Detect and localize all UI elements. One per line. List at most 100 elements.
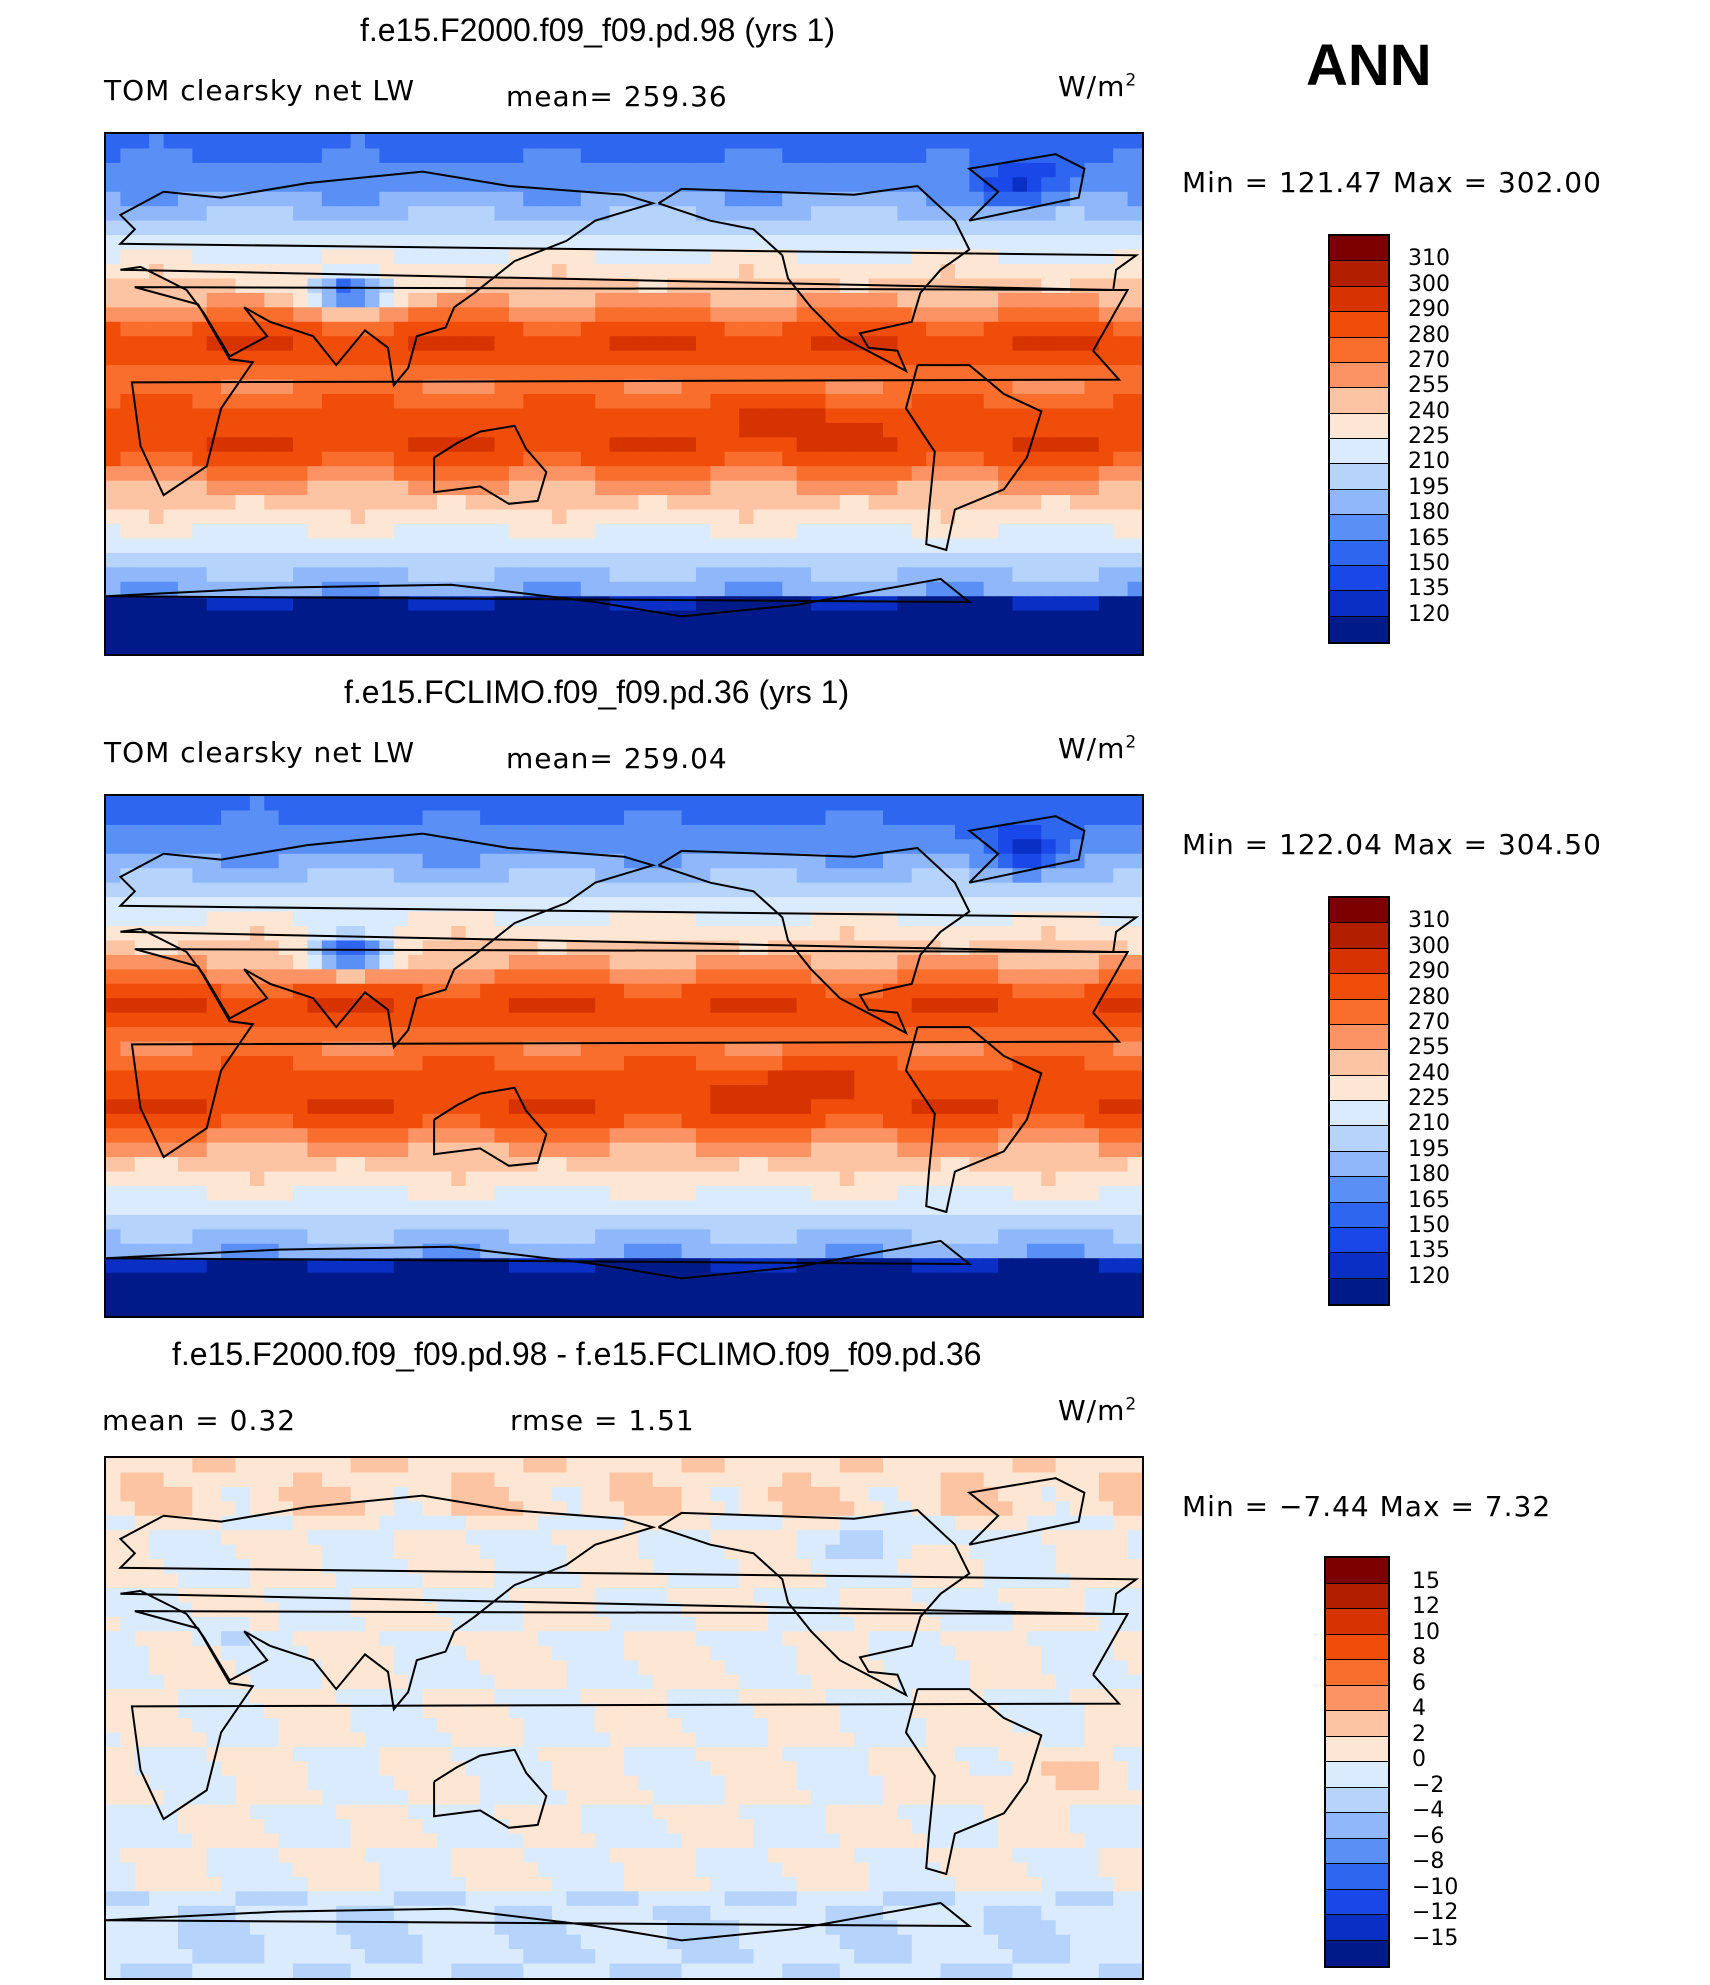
map-cell xyxy=(983,998,999,1014)
map-cell xyxy=(408,853,424,869)
map-cell xyxy=(523,1186,539,1202)
map-cell xyxy=(782,148,798,164)
map-cell xyxy=(983,1128,999,1144)
map-cell xyxy=(739,581,755,597)
map-cell xyxy=(969,1171,985,1187)
map-cell xyxy=(235,1186,251,1202)
map-cell xyxy=(379,897,395,913)
map-cell xyxy=(120,1070,136,1086)
map-cell xyxy=(365,524,380,540)
map-cell xyxy=(753,796,769,812)
map-cell xyxy=(926,610,942,626)
map-cell xyxy=(537,1186,553,1202)
map-cell xyxy=(206,853,222,869)
map-cell xyxy=(393,625,409,641)
map-cell xyxy=(753,495,769,511)
map-cell xyxy=(408,162,424,178)
map-cell xyxy=(638,1041,654,1057)
map-cell xyxy=(624,220,639,236)
map-cell xyxy=(911,824,927,840)
map-cell xyxy=(739,538,755,554)
map-cell xyxy=(1113,148,1129,164)
map-cell xyxy=(177,1200,193,1216)
map-cell xyxy=(595,940,611,956)
map-cell xyxy=(854,350,870,366)
map-cell xyxy=(480,134,496,150)
map-cell xyxy=(1084,365,1100,381)
map-cell xyxy=(868,1027,884,1043)
map-cell xyxy=(710,437,726,453)
map-cell xyxy=(940,336,956,352)
map-cell xyxy=(926,336,942,352)
map-cell xyxy=(235,524,251,540)
map-cell xyxy=(566,1214,582,1230)
map-cell xyxy=(1055,1142,1071,1158)
map-cell xyxy=(1012,509,1028,525)
map-cell xyxy=(537,998,553,1014)
map-cell xyxy=(537,1142,553,1158)
map-cell xyxy=(580,1099,596,1115)
map-cell xyxy=(206,839,222,855)
map-cell xyxy=(537,897,553,913)
map-cell xyxy=(1113,1229,1129,1245)
map-cell xyxy=(465,581,481,597)
map-cell xyxy=(321,940,337,956)
map-cell xyxy=(120,249,136,265)
map-cell xyxy=(911,379,927,395)
map-cell xyxy=(393,191,409,207)
map-cell xyxy=(825,1027,841,1043)
map-cell xyxy=(422,1258,438,1274)
map-cell xyxy=(998,292,1014,308)
map-cell xyxy=(494,824,510,840)
map-cell xyxy=(911,596,927,612)
map-cell xyxy=(695,134,711,150)
map-cell xyxy=(681,134,697,150)
map-cell xyxy=(278,292,294,308)
map-cell xyxy=(796,466,812,482)
map-cell xyxy=(811,796,827,812)
map-cell xyxy=(264,1027,280,1043)
map-cell xyxy=(940,897,956,913)
map-cell xyxy=(854,264,870,280)
map-cell xyxy=(710,983,726,999)
map-cell xyxy=(1113,408,1129,424)
map-cell xyxy=(753,1056,769,1072)
map-cell xyxy=(969,307,985,323)
map-cell xyxy=(379,1099,395,1115)
map-cell xyxy=(695,897,711,913)
map-cell xyxy=(983,625,999,641)
map-cell xyxy=(854,1157,870,1173)
map-cell xyxy=(624,1186,639,1202)
map-cell xyxy=(494,480,510,496)
map-cell xyxy=(106,264,121,280)
map-cell xyxy=(365,1113,380,1129)
map-cell xyxy=(739,853,755,869)
map-cell xyxy=(307,868,323,884)
map-cell xyxy=(695,954,711,970)
map-cell xyxy=(739,495,755,511)
map-cell xyxy=(767,220,783,236)
map-cell xyxy=(839,1157,855,1173)
map-cell xyxy=(969,480,985,496)
map-cell xyxy=(609,235,625,251)
map-cell xyxy=(710,1056,726,1072)
map-cell xyxy=(552,639,568,654)
map-cell xyxy=(638,954,654,970)
map-cell xyxy=(825,1041,841,1057)
map-cell xyxy=(609,1258,625,1274)
map-cell xyxy=(954,954,970,970)
map-cell xyxy=(206,480,222,496)
map-cell xyxy=(811,610,827,626)
map-cell xyxy=(940,567,956,583)
map-cell xyxy=(523,639,539,654)
map-cell xyxy=(1055,379,1071,395)
map-cell xyxy=(638,134,654,150)
map-cell xyxy=(1026,810,1042,826)
map-cell xyxy=(393,177,409,193)
map-cell xyxy=(422,451,438,467)
map-cell xyxy=(465,796,481,812)
map-cell xyxy=(264,321,280,337)
map-cell xyxy=(408,1056,424,1072)
map-cell xyxy=(782,897,798,913)
map-cell xyxy=(595,264,611,280)
